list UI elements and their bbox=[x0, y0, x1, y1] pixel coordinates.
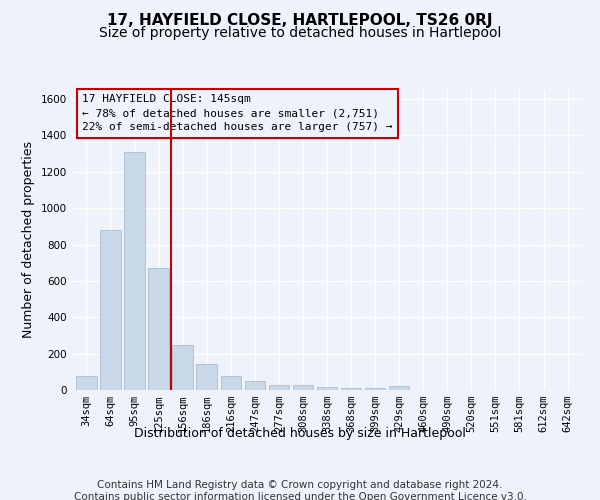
Bar bbox=[221, 376, 241, 390]
Bar bbox=[76, 376, 97, 390]
Text: 17 HAYFIELD CLOSE: 145sqm
← 78% of detached houses are smaller (2,751)
22% of se: 17 HAYFIELD CLOSE: 145sqm ← 78% of detac… bbox=[82, 94, 392, 132]
Bar bbox=[317, 386, 337, 390]
Text: Size of property relative to detached houses in Hartlepool: Size of property relative to detached ho… bbox=[99, 26, 501, 40]
Bar bbox=[100, 230, 121, 390]
Text: 17, HAYFIELD CLOSE, HARTLEPOOL, TS26 0RJ: 17, HAYFIELD CLOSE, HARTLEPOOL, TS26 0RJ bbox=[107, 12, 493, 28]
Bar bbox=[124, 152, 145, 390]
Text: Contains HM Land Registry data © Crown copyright and database right 2024.
Contai: Contains HM Land Registry data © Crown c… bbox=[74, 480, 526, 500]
Bar bbox=[196, 364, 217, 390]
Bar bbox=[172, 346, 193, 390]
Bar bbox=[293, 385, 313, 390]
Bar bbox=[245, 381, 265, 390]
Bar bbox=[389, 386, 409, 390]
Text: Distribution of detached houses by size in Hartlepool: Distribution of detached houses by size … bbox=[134, 428, 466, 440]
Bar bbox=[365, 388, 385, 390]
Bar bbox=[269, 384, 289, 390]
Bar bbox=[341, 388, 361, 390]
Y-axis label: Number of detached properties: Number of detached properties bbox=[22, 142, 35, 338]
Bar bbox=[148, 268, 169, 390]
